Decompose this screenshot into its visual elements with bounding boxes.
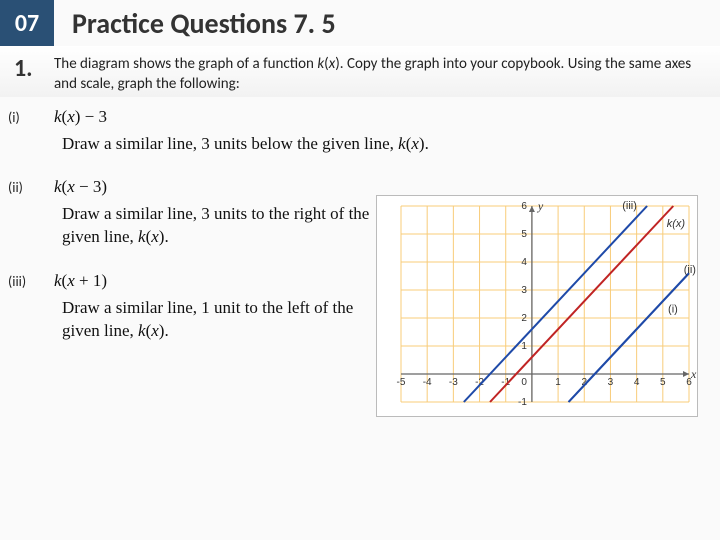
svg-text:x: x: [690, 367, 697, 381]
part-explanation: Draw a similar line, 3 units below the g…: [62, 133, 682, 156]
part-label: (iii): [8, 271, 54, 290]
question-text-prefix: The diagram shows the graph of a functio…: [54, 55, 317, 73]
svg-text:3: 3: [521, 285, 527, 296]
part-expression: k(x − 3): [54, 177, 107, 197]
svg-text:5: 5: [521, 229, 527, 240]
part-row: (i)k(x) − 3: [8, 107, 708, 127]
svg-text:4: 4: [521, 257, 527, 268]
question-number: 1.: [8, 54, 54, 83]
chapter-badge: 07: [0, 0, 54, 46]
svg-text:5: 5: [660, 377, 666, 388]
svg-text:(ii): (ii): [684, 264, 696, 276]
svg-text:y: y: [537, 199, 544, 213]
part-expression: k(x + 1): [54, 271, 107, 291]
part-explanation: Draw a similar line, 3 units to the righ…: [62, 203, 372, 249]
svg-text:0: 0: [521, 377, 527, 388]
page-title: Practice Questions 7. 5: [72, 6, 336, 41]
question-fn: k: [317, 55, 324, 73]
svg-text:(i): (i): [668, 303, 678, 315]
svg-text:-4: -4: [423, 377, 432, 388]
svg-text:-3: -3: [449, 377, 458, 388]
svg-text:2: 2: [521, 313, 527, 324]
svg-text:-5: -5: [397, 377, 406, 388]
svg-text:k(x): k(x): [667, 218, 686, 230]
part-explanation: Draw a similar line, 1 unit to the left …: [62, 297, 372, 343]
svg-text:6: 6: [521, 201, 527, 212]
question-text: The diagram shows the graph of a functio…: [54, 54, 708, 95]
part-expression: k(x) − 3: [54, 107, 107, 127]
part-label: (i): [8, 107, 54, 126]
graph-svg: -5-4-3-2-1123456-11234560xyk(x)(i)(ii)(i…: [377, 196, 699, 418]
svg-text:1: 1: [555, 377, 561, 388]
svg-text:-1: -1: [518, 397, 527, 408]
svg-text:(iii): (iii): [622, 200, 637, 212]
header: 07 Practice Questions 7. 5: [0, 0, 720, 46]
svg-text:4: 4: [634, 377, 640, 388]
part-label: (ii): [8, 177, 54, 196]
question-prompt: 1. The diagram shows the graph of a func…: [0, 46, 720, 97]
graph-panel: -5-4-3-2-1123456-11234560xyk(x)(i)(ii)(i…: [376, 195, 698, 417]
svg-text:1: 1: [521, 341, 527, 352]
question-var: x: [329, 55, 336, 73]
svg-text:3: 3: [608, 377, 614, 388]
